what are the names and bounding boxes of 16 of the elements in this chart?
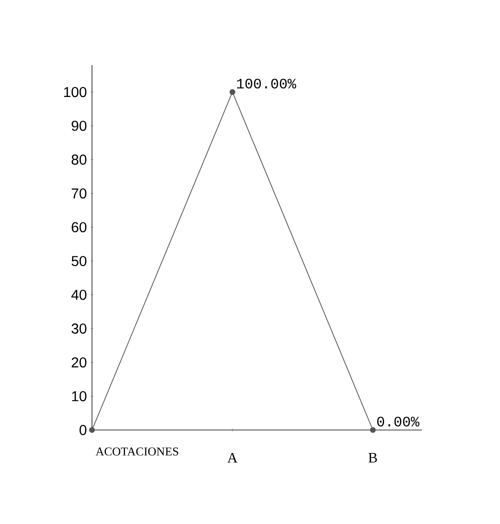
- y-tick-label: 20: [72, 357, 86, 368]
- y-tick-label: 10: [72, 391, 86, 402]
- y-tick-label: 100: [64, 86, 86, 98]
- y-tick-label: 70: [72, 188, 86, 198]
- y-tick-label: 40: [71, 290, 86, 300]
- y-tick-label: 60: [72, 222, 86, 232]
- data-label: 100.00%: [236, 78, 296, 89]
- data-label: 0.00%: [377, 416, 420, 426]
- y-tick-label: 50: [72, 256, 86, 266]
- x-axis-title: ACOTACIONES: [96, 448, 178, 456]
- y-tick-label: 30: [72, 324, 86, 334]
- y-tick-label: 90: [72, 120, 86, 131]
- y-tick-label: 80: [72, 154, 86, 165]
- y-tick-label: 0: [80, 424, 86, 436]
- x-tick-label: B: [368, 453, 377, 462]
- x-tick-label: A: [227, 453, 238, 462]
